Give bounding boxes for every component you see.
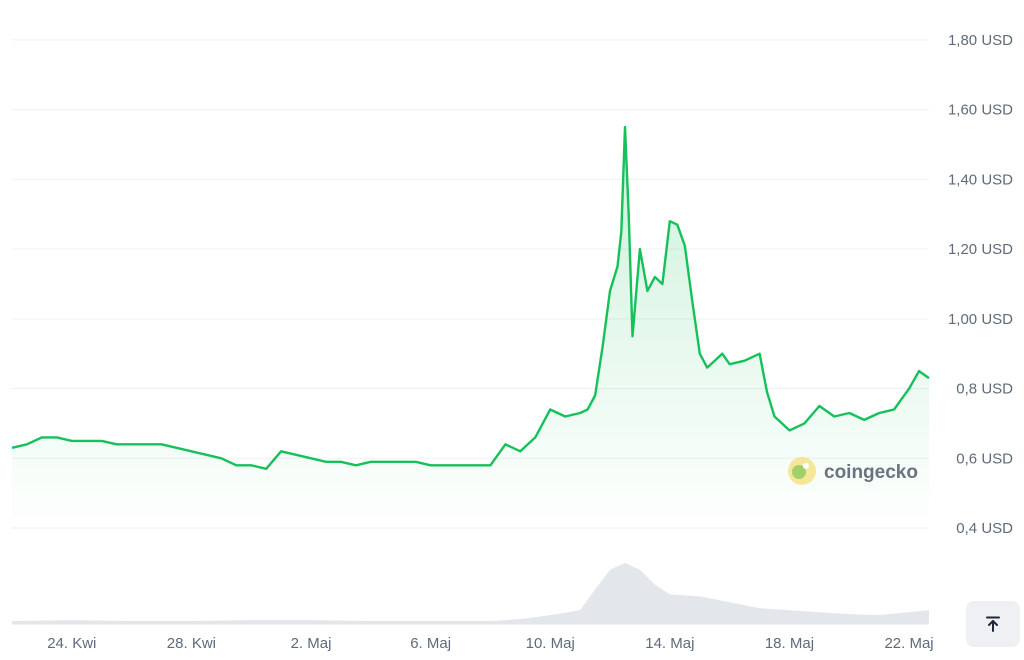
x-tick-label: 14. Maj	[645, 635, 694, 652]
y-tick-label: 1,80 USD	[948, 32, 1013, 49]
y-tick-label: 1,00 USD	[948, 311, 1013, 328]
y-tick-label: 0,8 USD	[956, 381, 1013, 398]
coingecko-watermark: coingecko	[788, 457, 918, 485]
y-tick-label: 1,60 USD	[948, 102, 1013, 119]
price-line	[11, 125, 930, 470]
volume-area	[12, 562, 929, 624]
x-tick-label: 18. Maj	[765, 635, 814, 652]
x-tick-label: 6. Maj	[410, 635, 451, 652]
scroll-to-top-button[interactable]	[966, 601, 1020, 647]
x-tick-label: 10. Maj	[526, 635, 575, 652]
volume-bars	[12, 562, 929, 624]
price-area-fill	[12, 127, 929, 535]
y-tick-label: 1,20 USD	[948, 241, 1013, 258]
x-tick-label: 24. Kwi	[47, 635, 96, 652]
y-tick-label: 0,6 USD	[956, 450, 1013, 467]
x-tick-label: 28. Kwi	[167, 635, 216, 652]
watermark-text: coingecko	[824, 462, 918, 483]
y-tick-label: 1,40 USD	[948, 171, 1013, 188]
x-axis: 24. Kwi 28. Kwi 2. Maj 6. Maj 10. Maj 14. Maj…	[12, 623, 934, 652]
x-tick-label: 2. Maj	[291, 635, 332, 652]
y-tick-label: 0,4 USD	[956, 520, 1013, 537]
arrow-up-to-line-icon	[986, 616, 1000, 632]
y-axis: 1,80 USD 1,60 USD 1,40 USD 1,20 USD 1,00 USD…	[948, 32, 1013, 537]
x-tick-label: 22. Maj	[884, 635, 933, 652]
